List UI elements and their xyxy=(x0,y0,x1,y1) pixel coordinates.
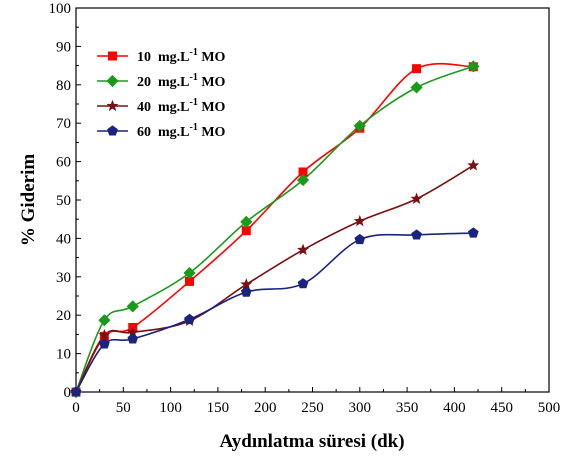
y-tick-label: 30 xyxy=(56,270,71,286)
data-point xyxy=(412,64,422,74)
series-line xyxy=(75,232,474,393)
x-tick-label: 200 xyxy=(254,400,277,416)
data-point xyxy=(240,286,252,297)
data-point xyxy=(241,226,251,236)
y-tick-label: 50 xyxy=(56,193,71,209)
y-tick-label: 70 xyxy=(56,116,71,132)
x-tick-label: 0 xyxy=(72,400,80,416)
data-point xyxy=(126,326,139,338)
data-point xyxy=(126,300,139,313)
y-tick-label: 20 xyxy=(56,308,71,324)
data-point xyxy=(353,214,366,227)
x-tick-label: 300 xyxy=(349,400,372,416)
data-point xyxy=(99,338,110,349)
data-point xyxy=(467,60,480,73)
y-tick-label: 80 xyxy=(56,78,71,94)
data-point xyxy=(353,119,366,132)
x-axis-title: Aydınlatma süresi (dk) xyxy=(219,431,404,452)
data-point xyxy=(98,314,111,327)
y-tick-label: 40 xyxy=(56,231,71,247)
y-tick-label: 100 xyxy=(49,1,72,17)
legend-marker xyxy=(107,125,118,136)
data-point xyxy=(410,81,423,94)
data-point xyxy=(183,266,196,280)
data-point xyxy=(297,243,310,256)
x-tick-label: 500 xyxy=(538,400,561,416)
data-point xyxy=(127,333,139,344)
legend-label: 10 mg.L-1 MO xyxy=(137,47,226,65)
y-tick-label: 0 xyxy=(64,385,72,401)
data-point xyxy=(354,233,366,245)
x-tick-label: 250 xyxy=(301,400,324,416)
y-tick-label: 60 xyxy=(56,155,71,171)
x-tick-label: 50 xyxy=(116,400,131,416)
x-tick-label: 400 xyxy=(443,400,466,416)
data-point xyxy=(240,215,253,228)
x-tick-label: 450 xyxy=(490,400,513,416)
legend-label: 40 mg.L-1 MO xyxy=(137,97,226,115)
data-point xyxy=(185,276,195,286)
data-point xyxy=(98,328,111,341)
x-tick-label: 350 xyxy=(396,400,419,416)
data-point xyxy=(184,313,195,324)
legend-label: 20 mg.L-1 MO xyxy=(137,72,226,90)
legend-marker xyxy=(106,99,119,112)
data-point xyxy=(410,192,423,204)
data-point xyxy=(296,173,310,187)
data-point xyxy=(70,386,82,397)
legend-marker xyxy=(108,51,117,61)
legend-label: 60 mg.L-1 MO xyxy=(137,122,226,140)
data-point xyxy=(240,278,253,290)
y-tick-label: 10 xyxy=(56,347,71,363)
y-tick-label: 90 xyxy=(56,39,71,55)
series-markers xyxy=(69,60,480,399)
data-point xyxy=(467,159,480,171)
legend-marker xyxy=(106,74,119,88)
data-point xyxy=(298,167,308,177)
data-point xyxy=(297,278,309,289)
series-line xyxy=(75,164,474,393)
data-point xyxy=(467,227,479,238)
x-tick-label: 100 xyxy=(159,400,182,416)
x-tick-label: 150 xyxy=(207,400,230,416)
axis-ticks: 0 50 100 150 200 250 300 350 400 450 500 0 10 20 30 40 5… xyxy=(49,1,561,416)
data-point xyxy=(411,229,422,240)
legend: 10 mg.L-1 MO 20 mg.L-1 MO 40 mg.L-1 MO 60 m… xyxy=(97,47,226,140)
y-axis-title: % Giderim xyxy=(18,154,39,247)
